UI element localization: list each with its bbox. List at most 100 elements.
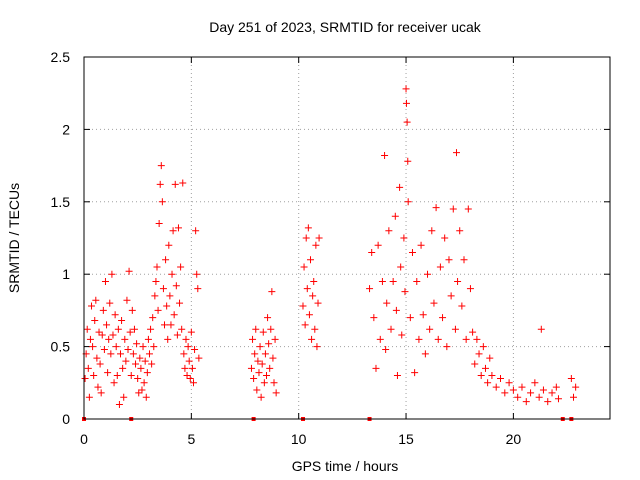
data-point — [253, 386, 261, 394]
data-point — [406, 314, 414, 322]
data-point — [366, 285, 374, 293]
data-point — [456, 227, 464, 235]
y-axis-label: SRMTID / TECUs — [6, 183, 22, 293]
data-point — [170, 311, 178, 319]
data-point — [408, 248, 416, 256]
data-point — [272, 389, 280, 397]
data-point — [304, 224, 312, 232]
data-point — [251, 350, 259, 358]
plot-frame — [83, 56, 611, 420]
data-point — [103, 321, 111, 329]
data-point — [264, 314, 272, 322]
data-point — [140, 379, 148, 387]
data-point — [270, 379, 278, 387]
data-point — [193, 270, 201, 278]
data-point — [167, 321, 175, 329]
data-point — [177, 263, 185, 271]
data-point — [267, 325, 275, 333]
data-point — [119, 364, 127, 372]
grid — [84, 57, 610, 419]
data-point — [188, 364, 196, 372]
data-point — [383, 299, 391, 307]
data-point — [537, 325, 545, 333]
data-point — [497, 374, 505, 382]
data-point — [156, 180, 164, 188]
data-point — [439, 314, 447, 322]
y-tick-label: 0 — [62, 411, 70, 427]
data-point — [271, 335, 279, 343]
data-point — [150, 343, 158, 351]
data-point — [426, 325, 434, 333]
data-point — [143, 369, 151, 377]
data-point — [432, 204, 440, 212]
data-point — [110, 379, 118, 387]
data-point — [194, 285, 202, 293]
data-point — [169, 227, 177, 235]
data-point — [97, 389, 105, 397]
data-point — [151, 292, 159, 300]
data-point — [398, 331, 406, 339]
data-point — [183, 372, 191, 380]
data-point — [522, 398, 530, 406]
data-point — [445, 256, 453, 264]
data-point — [307, 256, 315, 264]
data-point — [159, 285, 167, 293]
data-point — [96, 360, 104, 368]
data-point — [116, 350, 124, 358]
data-point — [95, 328, 103, 336]
data-point — [404, 157, 412, 165]
y-tick-label: 2 — [62, 121, 70, 137]
data-point — [113, 372, 121, 380]
data-point — [544, 398, 552, 406]
data-point — [554, 395, 562, 403]
data-point — [184, 343, 192, 351]
data-point — [403, 118, 411, 126]
data-point — [302, 234, 310, 242]
data-point — [164, 335, 172, 343]
data-point — [262, 372, 270, 380]
data-point — [130, 325, 138, 333]
data-point — [114, 325, 122, 333]
data-point — [378, 277, 386, 285]
data-point — [392, 306, 400, 314]
x-axis-label: GPS time / hours — [292, 458, 399, 474]
data-point — [471, 360, 479, 368]
x-tick-label: 20 — [506, 431, 522, 447]
data-point — [436, 263, 444, 271]
data-point — [249, 335, 257, 343]
data-point — [402, 99, 410, 107]
data-point — [256, 343, 264, 351]
x-tick-label: 10 — [291, 431, 307, 447]
data-point — [108, 270, 116, 278]
data-point — [441, 234, 449, 242]
data-point — [382, 345, 390, 353]
data-point — [129, 350, 137, 358]
data-point — [486, 354, 494, 362]
data-point — [452, 149, 460, 157]
data-point — [527, 389, 535, 397]
data-point — [299, 302, 307, 310]
data-point — [257, 393, 265, 401]
data-point — [84, 364, 92, 372]
data-point — [314, 299, 322, 307]
data-point — [192, 227, 200, 235]
data-point — [552, 383, 560, 391]
data-point — [518, 383, 526, 391]
data-point — [100, 345, 108, 353]
data-point — [313, 343, 321, 351]
data-point — [374, 241, 382, 249]
data-point — [505, 379, 513, 387]
y-tick-label: 1.5 — [51, 194, 71, 210]
data-point — [413, 277, 421, 285]
data-point — [93, 354, 101, 362]
data-point — [168, 270, 176, 278]
data-point — [161, 321, 169, 329]
data-point — [477, 372, 485, 380]
data-point — [259, 328, 267, 336]
data-point — [250, 374, 258, 382]
data-point — [106, 299, 114, 307]
x-tick-label: 15 — [398, 431, 414, 447]
data-point — [501, 389, 509, 397]
data-point — [475, 350, 483, 358]
data-point — [101, 277, 109, 285]
